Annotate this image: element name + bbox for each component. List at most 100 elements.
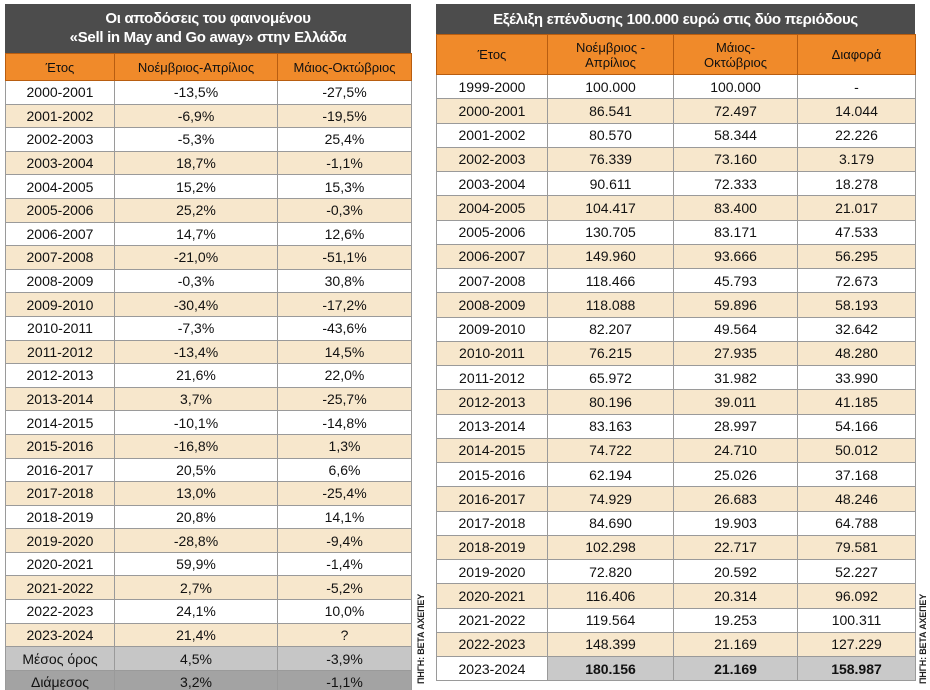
- return-cell: 24,1%: [114, 599, 278, 624]
- value-cell: 19.903: [673, 510, 798, 536]
- value-cell: 62.194: [547, 461, 674, 488]
- value-cell: 21.017: [797, 195, 916, 221]
- value-cell: 28.997: [673, 413, 798, 439]
- returns-table-row: 2010-2011 -7,3% -43,6%: [5, 315, 412, 341]
- returns-table-row: 2023-2024 21,4%?: [5, 622, 412, 648]
- value-cell: 118.466: [547, 267, 674, 294]
- value-cell: 74.722: [547, 437, 674, 464]
- returns-table-row: 2017-2018 13,0% -25,4%: [5, 481, 412, 506]
- investment-table-title: Εξέλιξη επένδυσης 100.000 ευρώ στις δύο …: [436, 4, 915, 34]
- return-cell: -51,1%: [277, 245, 412, 270]
- value-cell: 41.185: [797, 389, 916, 415]
- investment-header-row: Έτος Νοέμβριος - Απρίλιος Μάιος- Οκτώβριος Δι…: [436, 34, 916, 75]
- value-cell: 32.642: [797, 316, 916, 342]
- value-cell: 37.168: [797, 461, 916, 488]
- returns-table-row: 2014-2015 -10,1% -14,8%: [5, 410, 412, 435]
- year-cell: 2018-2019: [436, 534, 548, 561]
- year-cell: 2000-2001: [5, 80, 115, 105]
- return-cell: -21,0%: [114, 245, 278, 270]
- year-cell: 2007-2008: [436, 267, 548, 294]
- investment-table-row: 2001-2002 80.570 58.344 22.226: [436, 122, 916, 148]
- value-cell: 65.972: [547, 364, 674, 391]
- source-label-right: ΠΗΓΗ: ΒΕΤΑ ΑΧΕΠΕΥ: [918, 593, 928, 684]
- value-cell: 18.278: [797, 170, 916, 197]
- year-cell: 2020-2021: [436, 583, 548, 609]
- investment-table-row: 2010-2011 76.215 27.935 48.280: [436, 340, 916, 367]
- header-line: Έτος: [477, 47, 507, 62]
- return-cell: -25,7%: [277, 386, 412, 412]
- summary-value-cell: -3,9%: [277, 646, 412, 671]
- value-cell: 26.683: [673, 486, 798, 512]
- returns-header-row: Έτος Νοέμβριος-Απρίλιος Μάιος-Οκτώβριος: [5, 53, 412, 81]
- value-cell: 158.987: [797, 655, 916, 682]
- returns-table-row: 2008-2009 -0,3% 30,8%: [5, 268, 412, 294]
- return-cell: -7,3%: [114, 315, 278, 341]
- value-cell: 64.788: [797, 510, 916, 536]
- return-cell: 14,7%: [114, 221, 278, 247]
- value-cell: 76.215: [547, 340, 674, 367]
- returns-table-row: 2009-2010 -30,4% -17,2%: [5, 292, 412, 317]
- year-cell: 2010-2011: [436, 340, 548, 367]
- value-cell: 48.246: [797, 486, 916, 512]
- investment-table-body: 1999-2000 100.000 100.000-2000-2001 86.541 7…: [436, 73, 916, 682]
- value-cell: 130.705: [547, 219, 674, 245]
- year-cell: 2005-2006: [5, 197, 115, 223]
- summary-label-cell: Μέσος όρος: [5, 646, 115, 671]
- value-cell: 25.026: [673, 461, 798, 488]
- summary-label-cell: Διάμεσος: [5, 669, 115, 690]
- year-cell: 2000-2001: [436, 98, 548, 124]
- investment-table-row: 2003-2004 90.611 72.333 18.278: [436, 170, 916, 197]
- returns-table-row: 2004-2005 15,2% 15,3%: [5, 174, 412, 199]
- value-cell: 80.196: [547, 389, 674, 415]
- year-cell: 2015-2016: [5, 433, 115, 459]
- investment-table-row: 2021-2022 119.564 19.253 100.311: [436, 607, 916, 633]
- returns-table: Έτος Νοέμβριος-Απρίλιος Μάιος-Οκτώβριος 20…: [5, 53, 412, 690]
- average-row: Μέσος όρος 4,5% -3,9%: [5, 646, 412, 671]
- value-cell: 22.226: [797, 122, 916, 148]
- value-cell: 83.171: [673, 219, 798, 245]
- investment-column-header: Διαφορά: [797, 34, 916, 75]
- return-cell: -0,3%: [277, 197, 412, 223]
- return-cell: -25,4%: [277, 481, 412, 506]
- year-cell: 2006-2007: [5, 221, 115, 247]
- investment-table-row: 2009-2010 82.207 49.564 32.642: [436, 316, 916, 342]
- year-cell: 2001-2002: [436, 122, 548, 148]
- return-cell: 6,6%: [277, 457, 412, 483]
- investment-table-row: 2012-2013 80.196 39.011 41.185: [436, 389, 916, 415]
- header-line: Απρίλιος: [585, 54, 636, 70]
- return-cell: -28,8%: [114, 528, 278, 553]
- value-cell: 27.935: [673, 340, 798, 367]
- value-cell: 72.820: [547, 558, 674, 585]
- return-cell: 15,2%: [114, 174, 278, 199]
- investment-column-header: Νοέμβριος - Απρίλιος: [547, 34, 674, 75]
- returns-table-row: 2005-2006 25,2% -0,3%: [5, 197, 412, 223]
- year-cell: 2023-2024: [436, 655, 548, 682]
- return-cell: -17,2%: [277, 292, 412, 317]
- year-cell: 2002-2003: [5, 127, 115, 152]
- year-cell: 2013-2014: [436, 413, 548, 439]
- value-cell: 76.339: [547, 146, 674, 173]
- header-line: Μάιος-: [715, 39, 756, 55]
- value-cell: 19.253: [673, 607, 798, 633]
- returns-title-line1: Οι αποδόσεις του φαινομένου: [105, 10, 311, 27]
- source-label-left: ΠΗΓΗ: ΒΕΤΑ ΑΧΕΠΕΥ: [416, 593, 426, 684]
- value-cell: 50.012: [797, 437, 916, 464]
- value-cell: 56.295: [797, 243, 916, 270]
- returns-table-row: 2015-2016 -16,8% 1,3%: [5, 433, 412, 459]
- summary-value-cell: -1,1%: [277, 669, 412, 690]
- investment-table: Έτος Νοέμβριος - Απρίλιος Μάιος- Οκτώβριος Δι…: [436, 34, 916, 682]
- value-cell: 84.690: [547, 510, 674, 536]
- return-cell: 25,4%: [277, 127, 412, 152]
- value-cell: 118.088: [547, 292, 674, 318]
- returns-table-row: 2019-2020 -28,8% -9,4%: [5, 528, 412, 553]
- year-cell: 2002-2003: [436, 146, 548, 173]
- year-cell: 2009-2010: [5, 292, 115, 317]
- year-cell: 2010-2011: [5, 315, 115, 341]
- investment-table-row: 2020-2021 116.406 20.314 96.092: [436, 583, 916, 609]
- investment-table-row: 2014-2015 74.722 24.710 50.012: [436, 437, 916, 464]
- value-cell: 22.717: [673, 534, 798, 561]
- value-cell: 24.710: [673, 437, 798, 464]
- value-cell: 45.793: [673, 267, 798, 294]
- value-cell: 20.314: [673, 583, 798, 609]
- value-cell: 14.044: [797, 98, 916, 124]
